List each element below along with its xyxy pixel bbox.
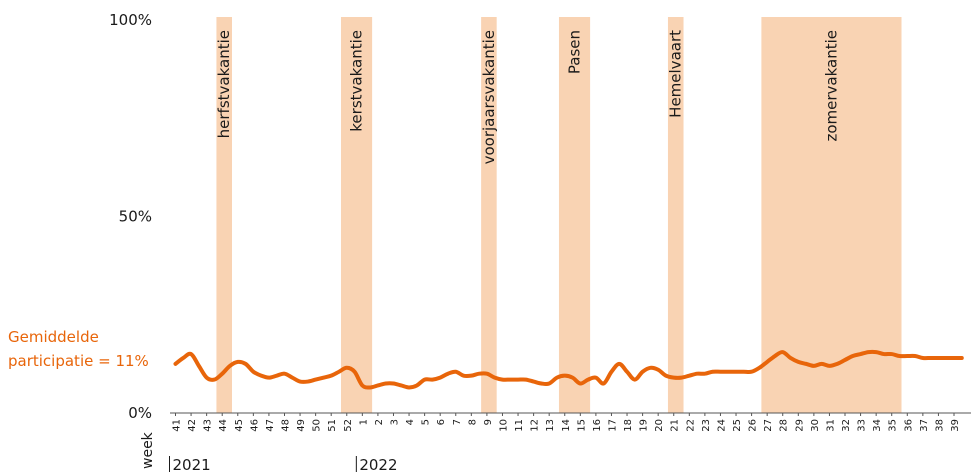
x-tick-label: 11 [514,419,525,432]
x-tick-label: 9 [483,419,494,425]
x-tick-label: 27 [763,419,774,432]
x-tick-label: 2 [374,419,385,425]
average-label-line-1: Gemiddelde [8,328,99,346]
x-tick-label: 31 [825,419,836,432]
x-tick-label: 41 [172,419,183,432]
y-axis: 0% 50% 100% [109,11,152,422]
x-tick-label: 44 [218,419,229,432]
x-tick-label: 13 [545,419,556,432]
x-tick-label: 21 [670,419,681,432]
x-tick-label: 33 [857,419,868,432]
x-tick-label: 30 [810,419,821,432]
holiday-band-zomervakantie [761,17,902,413]
average-label-line-2: participatie = 11% [8,352,149,370]
x-tick-label: 4 [405,419,416,425]
x-tick-label: 34 [872,419,883,432]
year-label: 2022 [359,456,397,473]
holiday-band-herfstvakantie [216,17,232,413]
x-tick-label: 16 [592,419,603,432]
x-tick-label: 45 [234,419,245,432]
x-tick-label: 24 [716,419,727,432]
holiday-label-herfstvakantie: herfstvakantie [215,30,233,138]
x-tick-label: 32 [841,419,852,432]
x-tick-label: 49 [296,419,307,432]
year-markers: 2021 2022 [169,456,398,473]
x-tick-label: 20 [654,419,665,432]
x-tick-label: 52 [343,419,354,432]
holiday-band-kerstvakantie [340,17,373,413]
holiday-label-hemelvaart: Hemelvaart [667,30,685,118]
holiday-label-kerstvakantie: kerstvakantie [348,30,366,132]
x-tick-label: 35 [888,419,899,432]
x-tick-label: 26 [748,419,759,432]
x-tick-label: 7 [452,419,463,425]
holiday-label-zomervakantie: zomervakantie [822,30,840,142]
x-tick-label: 47 [265,419,276,432]
x-tick-label: 23 [701,419,712,432]
holiday-band-hemelvaart [667,17,684,413]
x-axis-ticks: 41 42 43 44 45 46 47 48 49 50 51 52 1 2 3 4 5 6 7 8 9 10 11 12 1… [172,413,961,432]
x-tick-label: 1 [358,419,369,425]
y-tick-label: 0% [128,404,152,422]
x-tick-label: 29 [794,419,805,432]
x-tick-label: 36 [903,419,914,432]
y-tick-label: 50% [119,208,152,226]
x-tick-label: 18 [623,419,634,432]
x-tick-label: 51 [327,419,338,432]
holiday-labels: herfstvakantie kerstvakantie voorjaarsvaka… [215,30,840,165]
x-tick-label: 17 [607,419,618,432]
holiday-bands [216,17,902,413]
x-tick-label: 10 [498,419,509,432]
x-tick-label: 14 [561,419,572,432]
x-tick-label: 5 [421,419,432,425]
x-tick-label: 8 [467,419,478,425]
x-tick-label: 15 [576,419,587,432]
x-tick-label: 39 [950,419,961,432]
holiday-label-pasen: Pasen [566,30,584,74]
x-tick-label: 42 [187,419,198,432]
x-tick-label: 43 [203,419,214,432]
x-tick-label: 19 [639,419,650,432]
holiday-band-pasen [558,17,591,413]
x-tick-label: 50 [312,419,323,432]
x-axis-title: week [140,431,156,469]
x-tick-label: 6 [436,419,447,425]
x-tick-label: 12 [530,419,541,432]
y-tick-label: 100% [109,11,152,29]
x-tick-label: 48 [280,419,291,432]
x-tick-label: 25 [732,419,743,432]
x-tick-label: 46 [249,419,260,432]
x-tick-label: 38 [934,419,945,432]
x-tick-label: 37 [919,419,930,432]
year-label: 2021 [173,456,211,473]
x-tick-label: 28 [779,419,790,432]
average-label: Gemiddelde participatie = 11% [8,328,149,370]
holiday-band-voorjaarsvakantie [481,17,497,413]
holiday-label-voorjaarsvakantie: voorjaarsvakantie [480,30,498,164]
series-line [173,349,964,390]
x-tick-label: 22 [685,419,696,432]
x-tick-label: 3 [389,419,400,425]
